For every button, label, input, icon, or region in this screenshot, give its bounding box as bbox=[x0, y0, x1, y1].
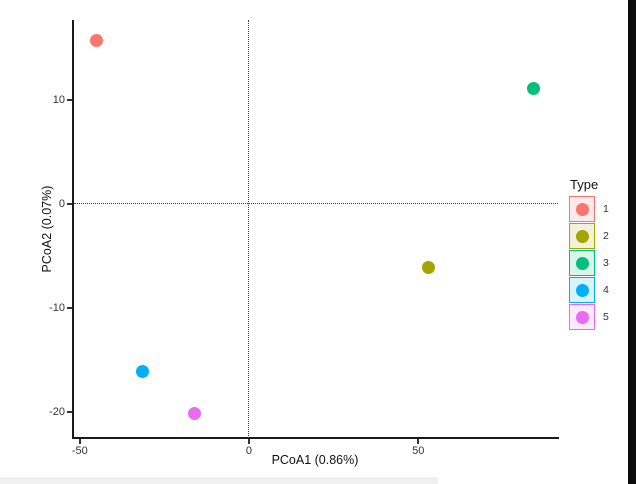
legend-key-dot bbox=[575, 202, 589, 216]
y-axis-title: PCoA2 (0.07%) bbox=[40, 185, 54, 273]
data-point-type-2 bbox=[421, 260, 435, 274]
y-tick-mark bbox=[67, 411, 72, 413]
legend-key-label: 2 bbox=[603, 230, 609, 242]
zero-y-reference-line bbox=[74, 203, 558, 205]
legend-key-dot bbox=[575, 256, 589, 270]
x-tick-mark bbox=[417, 439, 419, 444]
data-point-type-1 bbox=[90, 34, 104, 48]
x-axis-title: PCoA1 (0.86%) bbox=[271, 453, 359, 467]
data-point-type-5 bbox=[188, 406, 202, 420]
x-axis-line bbox=[71, 437, 559, 439]
y-tick-label: 10 bbox=[52, 94, 65, 107]
legend-key-dot bbox=[575, 229, 589, 243]
y-tick-mark bbox=[67, 307, 72, 309]
zero-x-reference-line bbox=[248, 20, 250, 438]
y-axis-line bbox=[71, 20, 74, 439]
legend-key-label: 5 bbox=[603, 311, 609, 323]
legend-key-box bbox=[569, 277, 595, 303]
legend-key-4: 4 bbox=[569, 277, 609, 303]
legend-keys: 1 2 3 4 5 bbox=[569, 196, 609, 330]
legend-key-dot bbox=[575, 283, 589, 297]
legend-key-box bbox=[569, 304, 595, 330]
y-tick-label: 0 bbox=[58, 198, 65, 211]
legend-key-label: 3 bbox=[603, 257, 609, 269]
legend-key-1: 1 bbox=[569, 196, 609, 222]
legend-key-label: 1 bbox=[603, 203, 609, 215]
legend-key-3: 3 bbox=[569, 250, 609, 276]
bottom-edge-artifact-band bbox=[0, 477, 438, 484]
y-tick-mark bbox=[67, 203, 72, 205]
legend-title: Type bbox=[570, 177, 599, 192]
x-tick-mark bbox=[79, 439, 81, 444]
legend-key-label: 4 bbox=[603, 284, 609, 296]
x-tick-label: 0 bbox=[245, 445, 253, 457]
data-point-type-3 bbox=[526, 82, 540, 96]
legend-key-box bbox=[569, 223, 595, 249]
y-tick-label: -10 bbox=[49, 302, 65, 315]
legend: Type 1 2 3 4 5 bbox=[569, 177, 609, 331]
y-tick-label: -20 bbox=[49, 406, 65, 418]
x-tick-mark bbox=[248, 439, 250, 444]
legend-key-dot bbox=[575, 310, 589, 324]
data-point-type-4 bbox=[135, 364, 149, 378]
x-tick-label: -50 bbox=[71, 445, 88, 457]
legend-key-2: 2 bbox=[569, 223, 609, 249]
right-edge-artifact-bar bbox=[628, 0, 636, 484]
x-tick-label: 50 bbox=[412, 445, 425, 457]
legend-key-box bbox=[569, 250, 595, 276]
legend-key-5: 5 bbox=[569, 304, 609, 330]
legend-key-box bbox=[569, 196, 595, 222]
y-tick-mark bbox=[67, 99, 72, 101]
